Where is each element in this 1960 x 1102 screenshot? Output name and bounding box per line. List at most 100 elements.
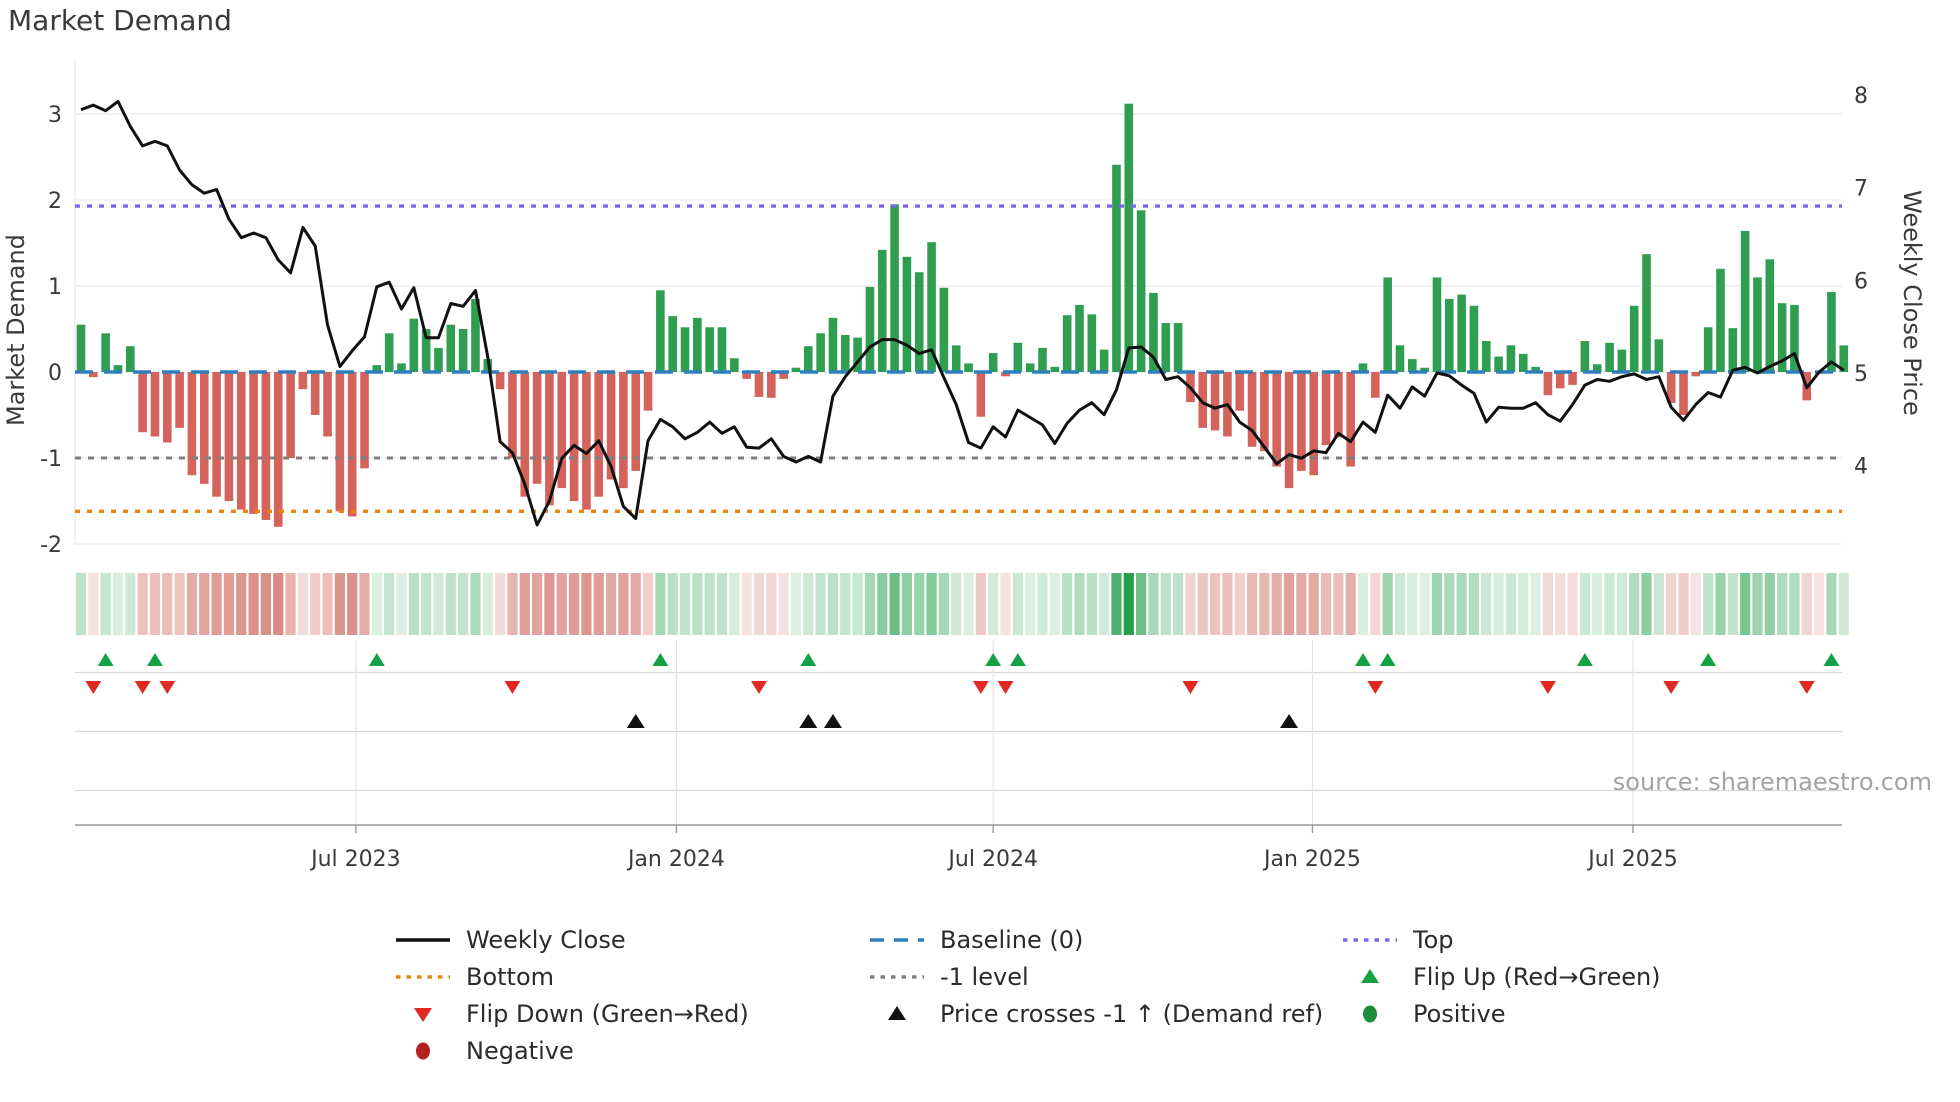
line-legend-icon (394, 929, 452, 951)
heatmap-cell (729, 573, 740, 635)
heatmap-cell (1222, 573, 1233, 635)
heatmap-cell (1727, 573, 1738, 635)
demand-bar (1839, 345, 1849, 372)
heatmap-cell (1173, 573, 1184, 635)
heatmap-cell (1740, 573, 1751, 635)
demand-bar (656, 290, 665, 372)
heatmap-cell (199, 573, 210, 635)
price-cross-marker (799, 714, 818, 728)
heatmap-cell (162, 573, 173, 635)
demand-bar (1371, 372, 1380, 398)
demand-bar (1087, 314, 1097, 372)
demand-bar (1654, 339, 1664, 372)
flip-up-marker (1355, 653, 1372, 666)
demand-bar (1580, 341, 1590, 372)
demand-bar (1555, 372, 1565, 389)
heatmap-cell (827, 573, 839, 635)
demand-bar (1432, 277, 1442, 372)
heatmap-cell (433, 573, 444, 635)
heatmap-cell (864, 573, 876, 635)
page-title: Market Demand (8, 4, 232, 37)
heatmap-cell (1703, 573, 1714, 635)
heatmap-cell (1037, 573, 1048, 635)
demand-bar (1605, 342, 1614, 372)
heatmap-cell (223, 573, 235, 635)
legend-entry: Top (1341, 925, 1454, 955)
heatmap-cell (975, 573, 986, 635)
heatmap-cell (482, 573, 493, 635)
flip-down-marker (750, 681, 767, 694)
demand-bar (89, 372, 98, 378)
y-left-tick-label: 1 (48, 275, 62, 300)
y-left-tick-label: -2 (40, 533, 62, 558)
demand-bar (1679, 372, 1688, 415)
heatmap-cell (1123, 573, 1134, 635)
legend-entry: Positive (1341, 999, 1506, 1029)
heatmap-cell (1086, 573, 1097, 635)
demand-bar (1198, 372, 1208, 428)
heatmap-cell (1838, 573, 1849, 635)
demand-bar (828, 317, 838, 372)
demand-bar (273, 372, 283, 527)
heatmap-cell (593, 573, 604, 635)
demand-bar (335, 372, 345, 512)
demand-bar (1062, 315, 1072, 372)
demand-bar (1210, 372, 1220, 431)
heatmap-cell (88, 573, 99, 635)
flip-down-marker (85, 681, 102, 694)
heatmap-cell (951, 573, 962, 635)
demand-bar (754, 372, 764, 397)
heatmap-cell (334, 573, 345, 635)
demand-bar (569, 372, 579, 501)
heatmap-cell (1542, 573, 1554, 635)
heatmap-cell (1160, 573, 1171, 635)
demand-bar (199, 372, 209, 484)
demand-bar (853, 337, 862, 372)
tri-up-legend-icon (868, 1003, 926, 1025)
flip-down-marker (1798, 681, 1815, 694)
heatmap-cell (938, 573, 949, 635)
demand-bar (458, 329, 468, 372)
heatmap-cell (125, 573, 136, 635)
legend-entry: Baseline (0) (868, 925, 1083, 955)
flip-down-marker (1182, 681, 1199, 694)
heatmap-cell (1283, 573, 1295, 635)
demand-bar (582, 372, 591, 510)
heatmap-cell (112, 573, 124, 635)
heatmap-cell (1826, 573, 1837, 635)
heatmap-cell (1259, 573, 1270, 635)
legend-entry: Weekly Close (394, 925, 626, 955)
demand-bar (1506, 345, 1516, 372)
demand-bar (1161, 322, 1171, 372)
heatmap-cell (1308, 573, 1319, 635)
heatmap-cell (1185, 573, 1196, 635)
demand-bar (236, 372, 246, 510)
demand-bar (557, 372, 567, 489)
heatmap-cell (1789, 573, 1800, 635)
demand-bar (1346, 372, 1355, 467)
heatmap-cell (1025, 573, 1036, 635)
heatmap-cell (556, 573, 567, 635)
heatmap-cell (347, 573, 358, 635)
demand-bar (951, 345, 961, 372)
demand-bar (360, 372, 369, 469)
heatmap-cell (371, 573, 382, 635)
demand-bar (286, 372, 295, 458)
demand-bar (1666, 372, 1676, 403)
heatmap-cell (704, 573, 715, 635)
heatmap-cell (408, 573, 419, 635)
heatmap-cell (642, 573, 654, 635)
demand-bar (187, 372, 197, 476)
demand-bar (1025, 363, 1035, 372)
legend: Weekly Close Baseline (0) Top Bottom -1 leve… (0, 915, 1960, 1095)
heatmap-cell (149, 573, 161, 635)
flip-down-marker (504, 681, 521, 694)
heatmap-cell (1444, 573, 1455, 635)
heatmap-cell (1518, 573, 1529, 635)
x-tick-label: Jul 2023 (309, 847, 401, 872)
legend-label: -1 level (940, 963, 1029, 991)
heatmap-cell (531, 573, 543, 635)
demand-bar (1038, 347, 1047, 372)
demand-bar (1543, 372, 1553, 396)
price-cross-marker (1280, 714, 1299, 728)
